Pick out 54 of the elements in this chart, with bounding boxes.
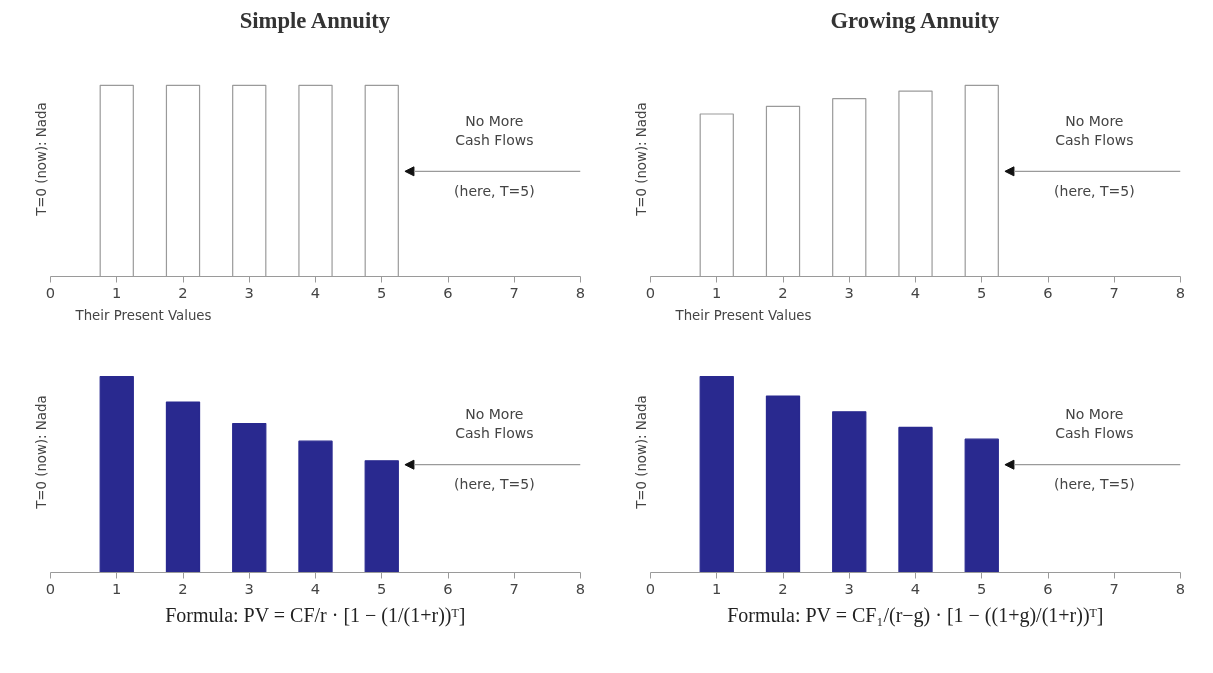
chart-title: Simple Annuity: [239, 7, 391, 33]
x-tick-label: 1: [712, 283, 722, 301]
chart-subtitle: Their Present Values: [674, 307, 812, 323]
x-tick-label: 3: [244, 283, 254, 301]
x-tick-label: 5: [377, 579, 387, 597]
x-tick-label: 8: [1175, 283, 1186, 301]
text: Formula: PV = CF₁/(r−g) · [1 − ((1+g)/(1+r))ᵀ]: [727, 603, 1104, 627]
annotation: (here, T=5): [454, 476, 535, 493]
y-axis-title: T=0 (now): Nada: [33, 395, 49, 510]
annotation: (here, T=5): [1054, 182, 1135, 199]
x-tick-label: 2: [778, 283, 788, 301]
x-tick-label: 4: [910, 579, 921, 597]
x-tick-label: 0: [45, 579, 56, 597]
x-tick-label: 1: [712, 579, 722, 597]
x-tick-label: 4: [310, 283, 321, 301]
x-tick-label: 0: [645, 283, 656, 301]
x-tick-label: 4: [310, 579, 321, 597]
x-tick-label: 8: [575, 579, 586, 597]
x-tick-label: 7: [509, 579, 519, 597]
x-tick-label: 3: [844, 283, 854, 301]
y-axis-title: T=0 (now): Nada: [633, 395, 649, 510]
annotation: No More Cash Flows: [1055, 405, 1134, 442]
annotation: No More Cash Flows: [455, 113, 534, 149]
x-tick-label: 6: [1043, 579, 1053, 597]
x-tick-label: 8: [1175, 579, 1186, 597]
x-tick-label: 5: [977, 283, 987, 301]
x-tick-label: 7: [1109, 283, 1119, 301]
x-tick-label: 5: [977, 579, 987, 597]
y-axis-title: T=0 (now): Nada: [633, 102, 649, 217]
annotation: (here, T=5): [1054, 476, 1135, 493]
x-tick-label: 6: [1043, 283, 1053, 301]
x-tick-label: 6: [443, 283, 453, 301]
x-tick-label: 3: [844, 579, 854, 597]
y-axis-title: T=0 (now): Nada: [33, 102, 49, 217]
chart-subtitle: Their Present Values: [74, 307, 212, 323]
text: Formula: PV = CF/r · [1 − (1/(1+r))ᵀ]: [165, 603, 466, 627]
x-tick-label: 0: [645, 579, 656, 597]
x-tick-label: 6: [443, 579, 453, 597]
x-tick-label: 0: [45, 283, 56, 301]
chart-title: Growing Annuity: [830, 7, 1001, 33]
annotation: (here, T=5): [454, 182, 535, 199]
x-tick-label: 2: [778, 579, 788, 597]
x-tick-label: 1: [112, 283, 122, 301]
x-tick-label: 4: [910, 283, 921, 301]
x-tick-label: 7: [1109, 579, 1119, 597]
annotation: No More Cash Flows: [1055, 113, 1134, 149]
x-tick-label: 5: [377, 283, 387, 301]
x-tick-label: 1: [112, 579, 122, 597]
x-tick-label: 2: [178, 579, 188, 597]
x-tick-label: 3: [244, 579, 254, 597]
x-tick-label: 2: [178, 283, 188, 301]
x-tick-label: 7: [509, 283, 519, 301]
annotation: No More Cash Flows: [455, 405, 534, 442]
x-tick-label: 8: [575, 283, 586, 301]
